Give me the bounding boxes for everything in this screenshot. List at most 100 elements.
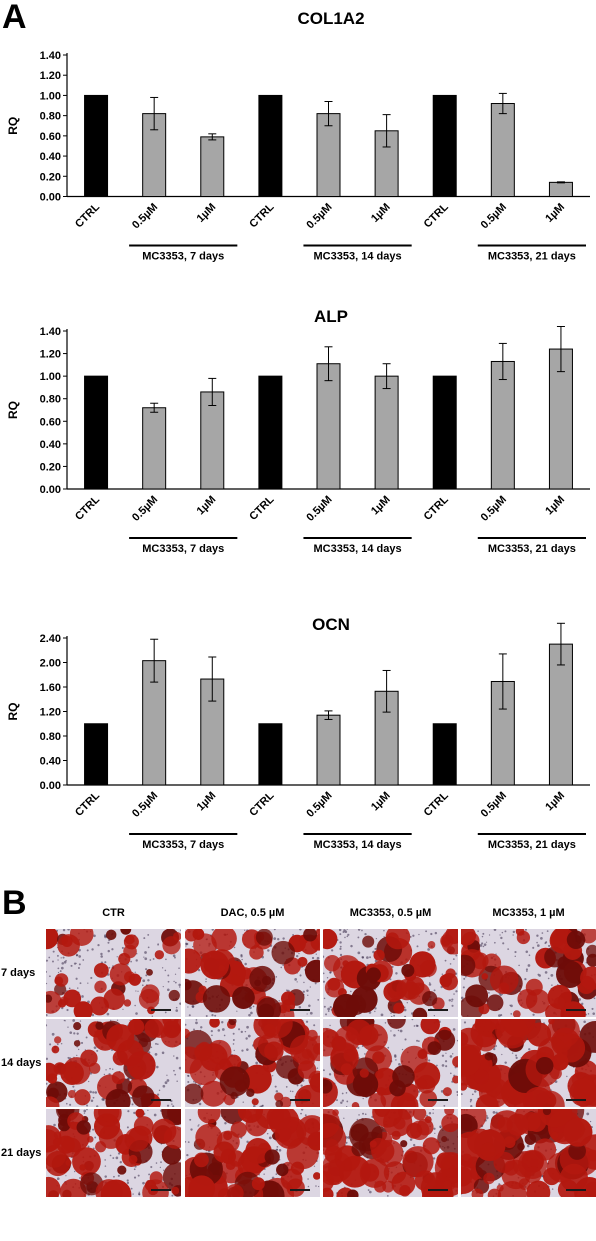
- cell-dot: [233, 946, 236, 949]
- cell-dot: [138, 1191, 140, 1194]
- cell-dot: [187, 1075, 190, 1077]
- cell-dot: [295, 954, 299, 958]
- scale-bar: [428, 1189, 448, 1191]
- cell-dot: [461, 996, 464, 1000]
- y-tick-label: 0.20: [40, 171, 61, 183]
- cell-dot: [583, 1020, 586, 1023]
- cell-dot: [101, 1098, 105, 1101]
- cell-dot: [145, 968, 148, 971]
- mineral-nodule: [194, 1043, 213, 1061]
- mineral-nodule: [89, 1062, 101, 1074]
- cell-dot: [548, 944, 551, 947]
- mineral-nodule: [94, 980, 107, 994]
- x-tick-label: 1µM: [195, 201, 219, 225]
- cell-dot: [346, 1100, 349, 1103]
- cell-dot: [59, 970, 62, 972]
- cell-dot: [507, 948, 510, 950]
- cell-dot: [298, 1005, 302, 1009]
- cell-dot: [111, 1068, 114, 1070]
- cell-dot: [106, 1012, 110, 1016]
- bar: [374, 375, 399, 490]
- cell-dot: [366, 956, 369, 959]
- cell-dot: [180, 929, 181, 931]
- mineral-nodule: [489, 965, 519, 995]
- x-tick-label: CTRL: [73, 201, 102, 230]
- cell-dot: [364, 1053, 366, 1055]
- cell-dot: [393, 1014, 396, 1017]
- mineral-nodule: [325, 1139, 339, 1152]
- mineral-nodule: [258, 1019, 268, 1028]
- bar: [490, 360, 515, 490]
- chart-title: ALP: [314, 307, 348, 326]
- cell-dot: [323, 955, 325, 958]
- cell-dot: [425, 930, 428, 933]
- cell-dot: [399, 1029, 403, 1033]
- cell-dot: [587, 1013, 590, 1015]
- cell-dot: [65, 959, 67, 962]
- cell-dot: [109, 1154, 112, 1157]
- mineral-nodule: [60, 1061, 84, 1085]
- cell-dot: [167, 988, 170, 992]
- cell-dot: [156, 1043, 159, 1046]
- cell-dot: [514, 955, 516, 958]
- y-tick-label: 0.00: [40, 484, 61, 496]
- mineral-nodule: [73, 1040, 81, 1047]
- cell-dot: [346, 1105, 348, 1107]
- cell-dot: [262, 1104, 264, 1107]
- cell-dot: [433, 1015, 435, 1017]
- cell-dot: [383, 929, 385, 932]
- cell-dot: [135, 959, 138, 962]
- cell-dot: [361, 956, 364, 959]
- cell-dot: [315, 1185, 317, 1187]
- cell-dot: [126, 1179, 129, 1182]
- y-tick-label: 1.60: [40, 682, 61, 694]
- cell-dot: [132, 1193, 134, 1195]
- scale-bar: [151, 1009, 171, 1011]
- cell-dot: [397, 1029, 400, 1032]
- mineral-nodule: [188, 1175, 216, 1197]
- cell-dot: [432, 1109, 434, 1111]
- mineral-nodule: [512, 1010, 521, 1017]
- mineral-nodule: [131, 1066, 144, 1079]
- cell-dot: [210, 1029, 213, 1033]
- cell-dot: [374, 1010, 376, 1013]
- mineral-nodule: [334, 1026, 361, 1053]
- x-tick-label: CTRL: [422, 493, 451, 522]
- cell-dot: [205, 1014, 208, 1017]
- mineral-nodule: [185, 948, 202, 974]
- cell-dot: [433, 1127, 436, 1130]
- cell-dot: [107, 941, 110, 944]
- mineral-nodule: [185, 979, 192, 991]
- y-tick-label: 1.00: [40, 371, 61, 383]
- cell-dot: [155, 1162, 158, 1164]
- cell-dot: [46, 982, 48, 985]
- cell-dot: [383, 936, 385, 938]
- cell-dot: [380, 1013, 384, 1017]
- cell-dot: [171, 1194, 174, 1197]
- mineral-nodule: [461, 1032, 469, 1047]
- cell-dot: [153, 1113, 157, 1117]
- mineral-nodule: [297, 1060, 317, 1079]
- mineral-nodule: [93, 962, 109, 978]
- group-label: MC3353, 14 days: [314, 251, 402, 263]
- cell-dot: [390, 1012, 392, 1014]
- group-label: MC3353, 21 days: [488, 839, 576, 851]
- mineral-nodule: [506, 1113, 529, 1136]
- cell-dot: [126, 1126, 129, 1129]
- cell-dot: [46, 1024, 48, 1027]
- cell-dot: [87, 1080, 90, 1083]
- cell-dot: [159, 1166, 162, 1169]
- cell-dot: [592, 1012, 596, 1015]
- cell-dot: [174, 981, 177, 984]
- x-tick-label: 1µM: [543, 201, 567, 225]
- alizarin-micrograph: [323, 929, 458, 1017]
- mineral-nodule: [515, 929, 525, 936]
- alizarin-micrograph: [461, 929, 596, 1017]
- cell-dot: [198, 1102, 202, 1106]
- mineral-nodule: [228, 1150, 245, 1167]
- x-tick-label: 1µM: [369, 201, 393, 225]
- cell-dot: [255, 1061, 258, 1065]
- cell-dot: [586, 1112, 590, 1116]
- cell-dot: [164, 1011, 167, 1014]
- cell-dot: [498, 1014, 501, 1017]
